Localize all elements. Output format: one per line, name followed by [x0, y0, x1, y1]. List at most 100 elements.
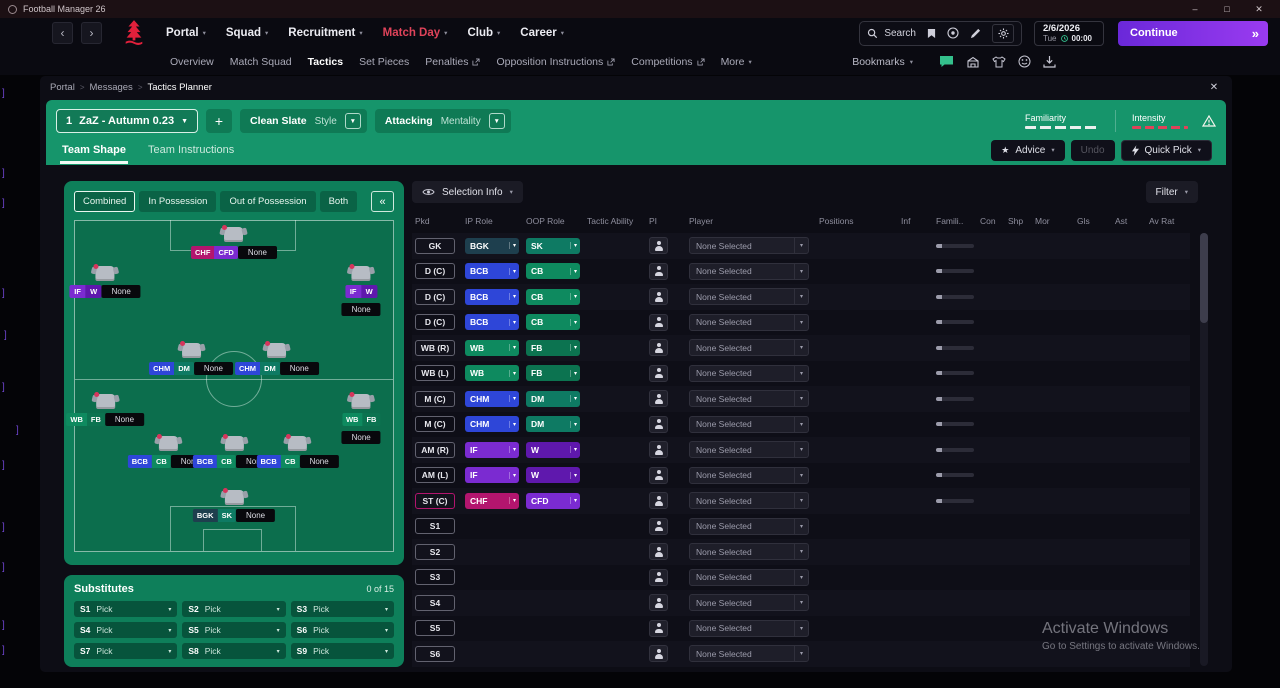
role-badge-cb[interactable]: CB	[280, 454, 300, 468]
subnav-item-opposition-instructions[interactable]: Opposition Instructions	[496, 56, 615, 68]
breadcrumb-item-tactics-planner[interactable]: Tactics Planner	[147, 81, 212, 93]
player-instructions-button[interactable]	[649, 466, 668, 484]
downloads-icon[interactable]	[1043, 55, 1056, 68]
sub-slot-s5[interactable]: S5 Pick ▾	[182, 622, 286, 638]
player-instructions-button[interactable]	[649, 364, 668, 382]
role-badge-if[interactable]: IF	[345, 284, 362, 298]
player-select-dropdown[interactable]: None Selected ▾	[689, 619, 809, 637]
player-instructions-button[interactable]	[649, 568, 668, 586]
subnav-item-more[interactable]: More ▾	[720, 55, 752, 68]
role-badge-bgk[interactable]: BGK	[192, 508, 218, 522]
column-header-ip-role[interactable]: IP Role	[465, 216, 493, 226]
pitch-player-st[interactable]: CHF CFD None	[191, 224, 277, 260]
role-badge-dm[interactable]: DM	[174, 362, 194, 376]
sub-slot-s1[interactable]: S1 Pick ▾	[74, 601, 178, 617]
oop-role-dropdown[interactable]: W ▾	[526, 441, 580, 458]
nav-item-match-day[interactable]: Match Day ▾	[382, 27, 448, 39]
back-button[interactable]: ‹	[52, 22, 73, 44]
messages-icon[interactable]	[939, 55, 954, 68]
sub-slot-s7[interactable]: S7 Pick ▾	[74, 643, 178, 659]
column-header-mor[interactable]: Mor	[1035, 216, 1050, 226]
ip-role-dropdown[interactable]: BCB ▾	[465, 314, 519, 331]
table-row[interactable]: AM (L) IF ▾ W ▾ None Selected ▾	[412, 462, 1190, 488]
quick-pick-button[interactable]: Quick Pick ▾	[1120, 139, 1212, 161]
pitch-player-mcr[interactable]: CHM DM None	[234, 341, 319, 376]
player-instructions-button[interactable]	[649, 313, 668, 331]
role-badge-fb[interactable]: FB	[362, 413, 381, 427]
role-badge-cb[interactable]: CB	[151, 454, 171, 468]
sub-slot-s2[interactable]: S2 Pick ▾	[182, 601, 286, 617]
style-dropdown[interactable]: Clean Slate Style ▼	[240, 109, 367, 133]
edit-icon[interactable]	[970, 28, 981, 39]
player-select-dropdown[interactable]: None Selected ▾	[689, 466, 809, 484]
close-panel-button[interactable]: ✕	[1209, 81, 1219, 93]
stadium-icon[interactable]	[966, 56, 980, 68]
continue-button[interactable]: Continue »	[1118, 20, 1268, 46]
sub-slot-s4[interactable]: S4 Pick ▾	[74, 622, 178, 638]
selection-info-dropdown[interactable]: Selection Info ▾	[412, 181, 523, 203]
ip-role-dropdown[interactable]: WB ▾	[465, 365, 519, 382]
pitch-filter-in-possession[interactable]: In Possession	[139, 191, 217, 212]
pitch-player-wbl[interactable]: WB FB None	[66, 392, 145, 427]
subnav-item-match-squad[interactable]: Match Squad	[229, 55, 292, 68]
column-header-pkd[interactable]: Pkd	[415, 216, 430, 226]
column-header-pi[interactable]: PI	[649, 216, 658, 226]
column-header-tactic-ability[interactable]: Tactic Ability	[587, 216, 634, 226]
column-header-ast[interactable]: Ast	[1115, 216, 1128, 226]
player-instructions-button[interactable]	[649, 543, 668, 561]
role-badge-wb[interactable]: WB	[66, 413, 87, 427]
role-badge-cfd[interactable]: CFD	[214, 245, 238, 259]
advice-button[interactable]: ★ Advice ▾	[991, 139, 1065, 161]
forward-button[interactable]: ›	[81, 22, 102, 44]
table-row[interactable]: M (C) CHM ▾ DM ▾ None Selected ▾	[412, 386, 1190, 412]
subnav-item-competitions[interactable]: Competitions	[631, 56, 705, 68]
table-row[interactable]: M (C) CHM ▾ DM ▾ None Selected ▾	[412, 411, 1190, 437]
player-select-dropdown[interactable]: None Selected ▾	[689, 492, 809, 510]
subnav-item-set-pieces[interactable]: Set Pieces	[359, 55, 410, 68]
sub-slot-s8[interactable]: S8 Pick ▾	[182, 643, 286, 659]
scrollbar[interactable]	[1200, 233, 1208, 666]
tab-team-shape[interactable]: Team Shape	[60, 137, 128, 164]
mentality-dropdown[interactable]: Attacking Mentality ▼	[374, 109, 511, 133]
player-select-dropdown[interactable]: None Selected ▾	[689, 390, 809, 408]
table-row[interactable]: WB (L) WB ▾ FB ▾ None Selected ▾	[412, 360, 1190, 386]
filter-dropdown[interactable]: Filter ▾	[1145, 181, 1198, 203]
player-instructions-button[interactable]	[649, 415, 668, 433]
player-instructions-button[interactable]	[649, 288, 668, 306]
close-window-button[interactable]: ✕	[1255, 3, 1263, 14]
player-instructions-button[interactable]	[649, 492, 668, 510]
column-header-shp[interactable]: Shp	[1008, 216, 1024, 226]
oop-role-dropdown[interactable]: DM ▾	[526, 390, 580, 407]
column-header-inf[interactable]: Inf	[901, 216, 911, 226]
pitch-player-amr[interactable]: IF W None	[341, 263, 381, 317]
role-badge-w[interactable]: W	[85, 284, 102, 298]
oop-role-dropdown[interactable]: FB ▾	[526, 365, 580, 382]
table-row[interactable]: S2 None Selected ▾	[412, 539, 1190, 565]
table-row[interactable]: D (C) BCB ▾ CB ▾ None Selected ▾	[412, 258, 1190, 284]
oop-role-dropdown[interactable]: CB ▾	[526, 263, 580, 280]
column-header-positions[interactable]: Positions	[819, 216, 854, 226]
oop-role-dropdown[interactable]: FB ▾	[526, 339, 580, 356]
scrollbar-thumb[interactable]	[1200, 233, 1208, 323]
role-badge-wb[interactable]: WB	[341, 413, 363, 427]
oop-role-dropdown[interactable]: CB ▾	[526, 314, 580, 331]
player-instructions-button[interactable]	[649, 441, 668, 459]
role-badge-bcb[interactable]: BCB	[192, 454, 218, 468]
subnav-item-overview[interactable]: Overview	[170, 55, 214, 68]
role-badge-dm[interactable]: DM	[260, 362, 280, 376]
pitch-filter-out-of-possession[interactable]: Out of Possession	[220, 191, 316, 212]
ip-role-dropdown[interactable]: BCB ▾	[465, 288, 519, 305]
table-row[interactable]: S4 None Selected ▾	[412, 590, 1190, 616]
subnav-item-tactics[interactable]: Tactics	[307, 55, 344, 68]
role-badge-fb[interactable]: FB	[86, 413, 105, 427]
pitch-player-dcr[interactable]: BCB CB None	[256, 433, 339, 469]
oop-role-dropdown[interactable]: DM ▾	[526, 416, 580, 433]
nav-item-recruitment[interactable]: Recruitment ▾	[288, 27, 363, 39]
player-instructions-button[interactable]	[649, 262, 668, 280]
ip-role-dropdown[interactable]: BCB ▾	[465, 263, 519, 280]
player-select-dropdown[interactable]: None Selected ▾	[689, 645, 809, 663]
nav-item-career[interactable]: Career ▾	[520, 27, 564, 39]
tab-team-instructions[interactable]: Team Instructions	[148, 143, 235, 156]
column-header-oop-role[interactable]: OOP Role	[526, 216, 565, 226]
player-select-dropdown[interactable]: None Selected ▾	[689, 364, 809, 382]
